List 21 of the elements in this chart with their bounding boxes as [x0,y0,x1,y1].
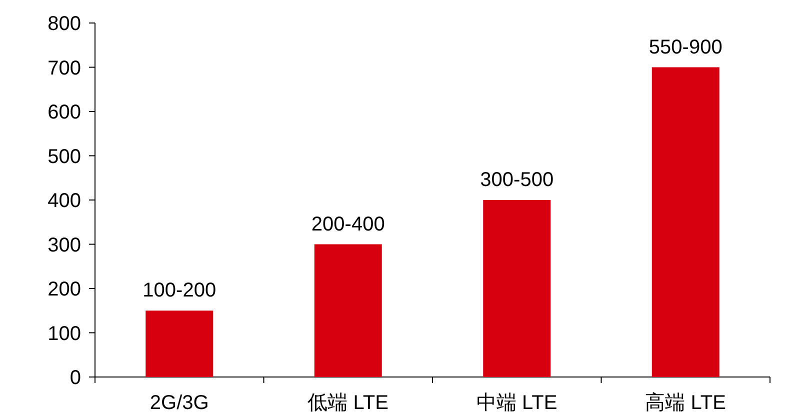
y-tick-label: 0 [70,367,81,389]
y-tick-label: 200 [48,278,81,300]
y-tick-label: 300 [48,234,81,256]
y-tick-label: 400 [48,190,81,212]
y-tick-label: 600 [48,102,81,124]
y-tick-label: 500 [48,146,81,168]
bar [146,310,214,377]
y-tick-label: 800 [48,13,81,35]
y-tick-label: 700 [48,57,81,80]
bar [652,67,720,377]
data-label: 200-400 [311,213,385,236]
data-label: 100-200 [142,280,216,302]
x-tick-label: 2G/3G [150,392,209,414]
y-tick-label: 100 [48,322,81,345]
bar [483,200,551,377]
data-label: 550-900 [648,36,722,58]
x-tick-label: 中端 LTE [476,392,558,414]
bar [314,244,382,377]
x-tick-label: 低端 LTE [308,392,389,414]
x-tick-label: 高端 LTE [645,391,726,414]
data-label: 300-500 [480,169,554,191]
